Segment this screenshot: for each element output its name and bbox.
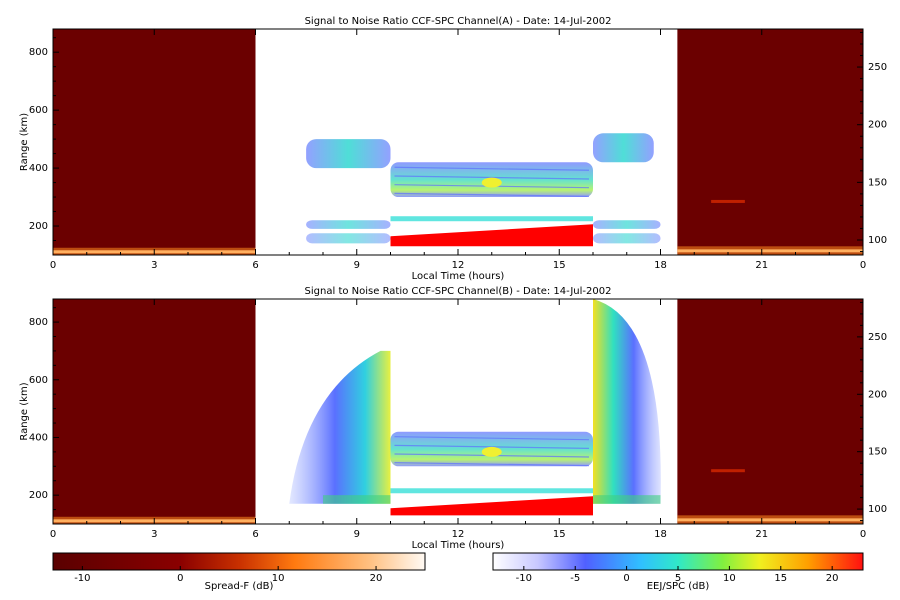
colorbar-tick-label: 20: [826, 573, 839, 584]
y-tick-label: 400: [29, 432, 48, 443]
eej-echo-band: [323, 495, 391, 504]
evening-layer-right: [593, 133, 654, 163]
f-region-peak: [481, 177, 502, 188]
x-tick-label: 9: [354, 260, 360, 271]
y-right-tick-label: 150: [868, 177, 887, 188]
y-right-tick-label: 100: [868, 504, 887, 515]
colorbar-tick-label: 15: [774, 573, 787, 584]
y-right-tick-label: 100: [868, 235, 887, 246]
f-region-striation: [394, 444, 590, 449]
thin-echo-layer: [711, 199, 745, 203]
e-region-echo: [390, 496, 593, 516]
e-region-edge: [390, 488, 593, 494]
e-region-echo: [390, 224, 593, 247]
chart-title: Signal to Noise Ratio CCF-SPC Channel(B)…: [305, 286, 612, 297]
x-tick-label: 0: [50, 529, 56, 540]
colorbar-tick-label: 5: [675, 573, 681, 584]
colorbar-tick-label: 20: [370, 573, 383, 584]
y-axis-label: Range (km): [19, 382, 30, 440]
lower-e-layer-core: [677, 518, 863, 522]
chart-panel-b: Signal to Noise Ratio CCF-SPC Channel(B)…: [19, 286, 887, 551]
x-axis-label: Local Time (hours): [412, 540, 505, 551]
colorbar-tick-label: 0: [177, 573, 183, 584]
chart-title: Signal to Noise Ratio CCF-SPC Channel(A)…: [305, 16, 612, 27]
eej-echo-band: [306, 220, 391, 229]
y-tick-label: 800: [29, 47, 48, 58]
lower-e-layer-core: [677, 249, 863, 253]
colorbar-label: Spread-F (dB): [205, 581, 274, 592]
f-region-striation: [394, 166, 590, 171]
y-axis-label: Range (km): [19, 113, 30, 171]
x-tick-label: 3: [151, 529, 157, 540]
f-region-striation: [394, 192, 590, 197]
eej-echo-band: [306, 233, 391, 244]
y-tick-label: 800: [29, 317, 48, 328]
colorbar-label: EEJ/SPC (dB): [647, 581, 710, 592]
spread-f-colorbar: -10 0 10 20 Spread-F (dB): [52, 552, 426, 592]
x-tick-label: 21: [755, 529, 768, 540]
spread-f-background: [677, 299, 863, 524]
x-tick-label: 12: [452, 260, 465, 271]
y-tick-label: 600: [29, 105, 48, 116]
y-right-tick-label: 250: [868, 62, 887, 73]
y-right-tick-label: 200: [868, 389, 887, 400]
f-region-peak: [481, 446, 502, 457]
y-right-tick-label: 250: [868, 332, 887, 343]
e-region-edge: [390, 216, 593, 222]
spread-f-plume: [289, 350, 391, 504]
eej-echo-band: [593, 233, 661, 244]
x-tick-label: 15: [553, 529, 566, 540]
colorbar-tick-label: 0: [623, 573, 629, 584]
x-tick-label: 0: [860, 529, 866, 540]
chart-panel-a: Signal to Noise Ratio CCF-SPC Channel(A)…: [19, 16, 887, 282]
colorbar-tick-label: 10: [272, 573, 285, 584]
eej-echo-band: [593, 220, 661, 229]
x-tick-label: 6: [252, 260, 258, 271]
x-axis-label: Local Time (hours): [412, 271, 505, 282]
evening-layer: [306, 139, 391, 169]
colorbar-ramp: [52, 552, 426, 571]
eej-spc-colorbar: -10 -5 0 5 10 15 20 EEJ/SPC (dB): [492, 552, 864, 592]
colorbar-tick-label: 10: [723, 573, 736, 584]
eej-echo-band: [593, 495, 661, 504]
colorbar-tick-label: -10: [516, 573, 532, 584]
x-tick-label: 15: [553, 260, 566, 271]
y-right-tick-label: 200: [868, 120, 887, 131]
y-tick-label: 600: [29, 375, 48, 386]
y-tick-label: 200: [29, 221, 48, 232]
x-tick-label: 18: [654, 260, 667, 271]
colorbar-tick-label: -10: [74, 573, 90, 584]
x-tick-label: 9: [354, 529, 360, 540]
y-tick-label: 400: [29, 163, 48, 174]
thin-echo-layer: [711, 469, 745, 473]
x-tick-label: 18: [654, 529, 667, 540]
spread-f-background: [677, 29, 863, 255]
x-tick-label: 6: [252, 529, 258, 540]
spread-f-background: [53, 299, 256, 524]
spread-f-plume: [593, 299, 661, 504]
x-tick-label: 0: [860, 260, 866, 271]
f-region-striation: [394, 436, 590, 441]
x-tick-label: 0: [50, 260, 56, 271]
spread-f-background: [53, 29, 256, 255]
f-region-striation: [394, 175, 590, 180]
x-tick-label: 12: [452, 529, 465, 540]
f-region-striation: [394, 462, 590, 467]
y-right-tick-label: 150: [868, 447, 887, 458]
x-tick-label: 21: [755, 260, 768, 271]
colorbar-tick-label: -5: [570, 573, 580, 584]
x-tick-label: 3: [151, 260, 157, 271]
y-tick-label: 200: [29, 490, 48, 501]
